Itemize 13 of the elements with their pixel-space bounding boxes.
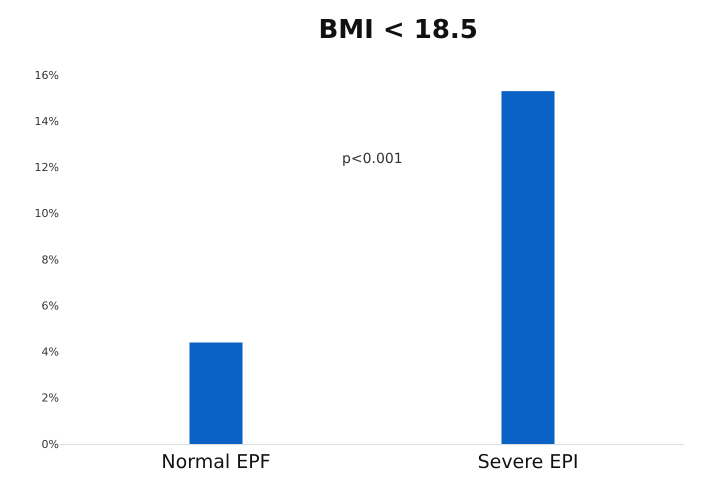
y-tick-label: 10%: [34, 207, 59, 220]
y-tick-label: 14%: [34, 114, 59, 128]
y-tick-label: 4%: [42, 346, 59, 359]
y-tick-label: 8%: [42, 253, 59, 266]
chart-title: BMI < 18.5: [318, 15, 478, 46]
y-tick-label: 16%: [34, 68, 59, 82]
annotation: p<0.001: [342, 151, 403, 167]
y-tick-label: 0%: [42, 438, 59, 451]
y-tick-label: 6%: [42, 299, 59, 312]
x-tick-label: Normal EPF: [161, 450, 271, 473]
y-tick-label: 2%: [42, 392, 59, 405]
x-tick-label: Severe EPI: [478, 450, 578, 473]
y-tick-label: 12%: [34, 161, 59, 174]
